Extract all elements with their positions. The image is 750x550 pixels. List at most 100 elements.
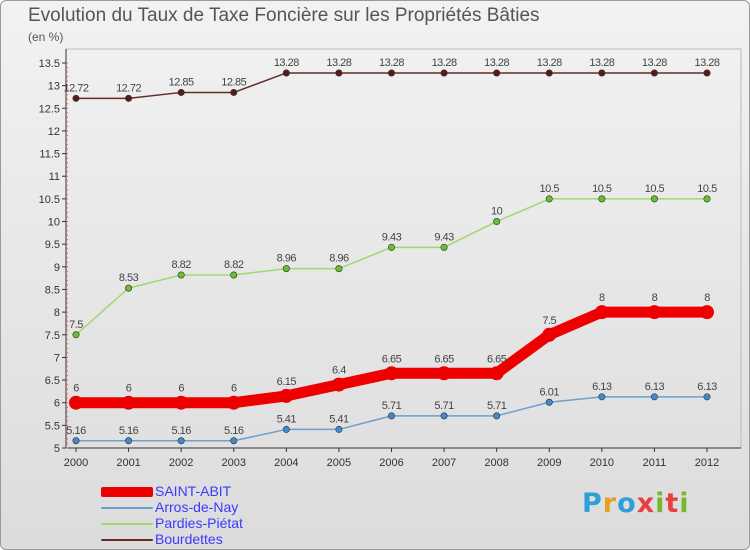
data-label: 13.28 bbox=[537, 57, 562, 69]
x-tick-label: 2004 bbox=[274, 457, 298, 469]
data-point bbox=[177, 88, 185, 96]
data-label: 6.65 bbox=[487, 353, 507, 365]
data-label: 9.43 bbox=[434, 231, 454, 243]
y-tick-label: 8 bbox=[54, 307, 60, 319]
data-point bbox=[703, 69, 711, 77]
data-point bbox=[440, 69, 448, 77]
logo-letter: t bbox=[665, 488, 680, 519]
data-label: 10.5 bbox=[697, 183, 717, 195]
data-point bbox=[545, 69, 553, 77]
data-point bbox=[69, 395, 83, 410]
data-point bbox=[437, 366, 452, 381]
legend-label: Bourdettes bbox=[155, 531, 223, 547]
chart-unit: (en %) bbox=[28, 30, 64, 44]
data-point bbox=[72, 437, 80, 445]
data-label: 13.28 bbox=[642, 57, 667, 69]
data-point bbox=[440, 412, 448, 420]
y-tick-label: 13.5 bbox=[39, 58, 60, 70]
data-label: 10.5 bbox=[540, 183, 560, 195]
logo-letter: i bbox=[679, 488, 690, 519]
data-point bbox=[331, 377, 346, 392]
data-label: 6.65 bbox=[434, 353, 454, 365]
data-point bbox=[335, 265, 343, 273]
data-point bbox=[230, 88, 238, 96]
data-point bbox=[440, 243, 448, 251]
data-point bbox=[174, 395, 189, 410]
x-tick-label: 2009 bbox=[537, 457, 561, 469]
data-point bbox=[282, 425, 290, 433]
data-point bbox=[121, 395, 136, 410]
data-point bbox=[230, 437, 238, 445]
data-label: 5.16 bbox=[171, 425, 191, 437]
data-point bbox=[545, 398, 553, 406]
logo-letter: i bbox=[655, 488, 666, 519]
data-point bbox=[387, 69, 395, 77]
data-point bbox=[703, 393, 711, 401]
logo-letter: x bbox=[636, 488, 656, 519]
data-point bbox=[598, 393, 606, 401]
x-tick-label: 2001 bbox=[116, 457, 140, 469]
data-point bbox=[384, 366, 399, 381]
data-label: 13.28 bbox=[326, 57, 351, 69]
data-point bbox=[177, 437, 185, 445]
data-label: 5.71 bbox=[382, 400, 402, 412]
y-tick-label: 6.5 bbox=[45, 375, 60, 387]
data-point bbox=[387, 412, 395, 420]
data-label: 12.85 bbox=[221, 76, 246, 88]
data-label: 8.96 bbox=[329, 253, 349, 265]
data-point bbox=[125, 284, 133, 292]
data-point bbox=[493, 412, 501, 420]
legend-label: Arros-de-Nay bbox=[155, 499, 239, 515]
data-point bbox=[387, 243, 395, 251]
data-point bbox=[493, 69, 501, 77]
data-point bbox=[650, 195, 658, 203]
data-label: 8.96 bbox=[277, 253, 297, 265]
data-label: 6 bbox=[73, 383, 79, 395]
data-label: 5.41 bbox=[329, 413, 349, 425]
data-label: 5.71 bbox=[434, 400, 454, 412]
data-label: 7.5 bbox=[69, 319, 83, 331]
y-tick-label: 12.5 bbox=[39, 103, 60, 115]
data-label: 12.72 bbox=[116, 82, 141, 94]
data-label: 5.16 bbox=[119, 425, 139, 437]
data-label: 6.65 bbox=[382, 353, 402, 365]
data-point bbox=[335, 69, 343, 77]
data-label: 13.28 bbox=[379, 57, 404, 69]
data-label: 6.13 bbox=[645, 381, 665, 393]
data-label: 6.13 bbox=[592, 381, 612, 393]
data-label: 9.43 bbox=[382, 231, 402, 243]
data-label: 5.16 bbox=[66, 425, 86, 437]
data-point bbox=[125, 437, 133, 445]
plot-area bbox=[65, 48, 742, 449]
data-label: 5.41 bbox=[277, 413, 297, 425]
data-label: 6.15 bbox=[277, 376, 297, 388]
data-point bbox=[594, 305, 609, 320]
proxiti-logo: Proxiti bbox=[582, 488, 690, 519]
x-tick-label: 2005 bbox=[327, 457, 351, 469]
data-label: 8.82 bbox=[171, 259, 191, 271]
logo-letter: P bbox=[582, 488, 603, 519]
data-label: 8 bbox=[704, 292, 710, 304]
data-label: 13.28 bbox=[432, 57, 457, 69]
data-point bbox=[650, 69, 658, 77]
legend-swatch bbox=[101, 523, 153, 525]
y-tick-label: 10.5 bbox=[39, 194, 60, 206]
legend-label: SAINT-ABIT bbox=[155, 483, 232, 499]
data-point bbox=[125, 94, 133, 102]
y-tick-label: 5 bbox=[54, 443, 60, 455]
data-point bbox=[703, 195, 711, 203]
data-label: 8 bbox=[652, 292, 658, 304]
y-tick-label: 6 bbox=[54, 398, 60, 410]
data-label: 6 bbox=[178, 383, 184, 395]
x-tick-label: 2006 bbox=[379, 457, 403, 469]
y-tick-label: 13 bbox=[48, 81, 60, 93]
x-tick-label: 2011 bbox=[643, 457, 667, 469]
data-label: 10.5 bbox=[592, 183, 612, 195]
data-point bbox=[545, 195, 553, 203]
y-tick-label: 7 bbox=[54, 352, 60, 364]
data-point bbox=[177, 271, 185, 279]
data-label: 7.5 bbox=[542, 315, 556, 327]
data-label: 6.4 bbox=[332, 365, 346, 377]
